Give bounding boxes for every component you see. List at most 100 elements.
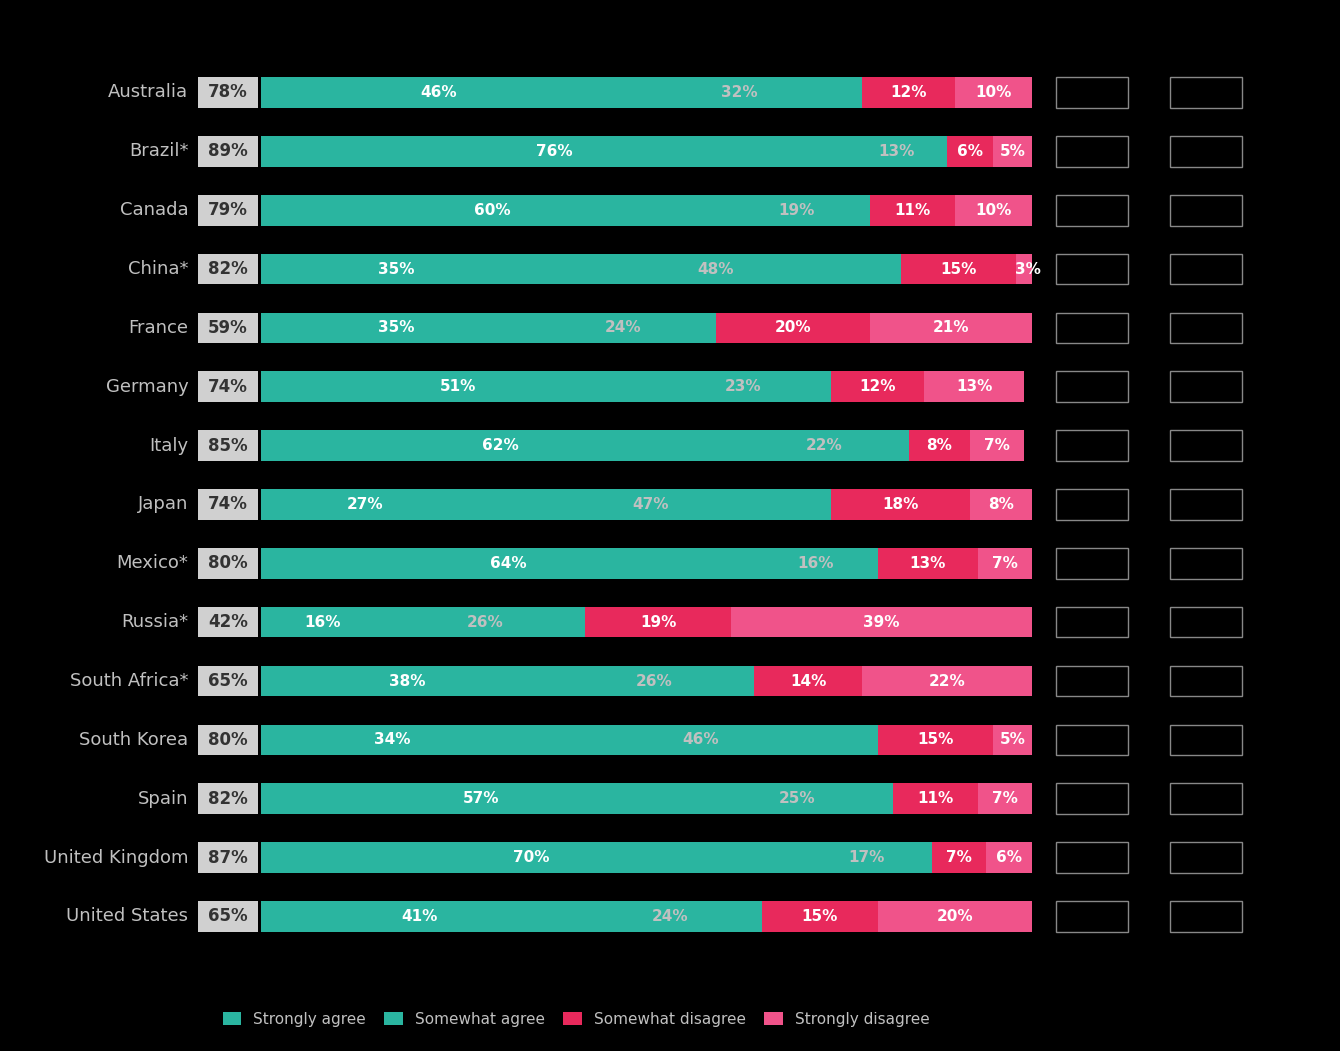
FancyBboxPatch shape <box>198 606 259 638</box>
Text: 13%: 13% <box>955 379 992 394</box>
Text: 12%: 12% <box>890 85 927 100</box>
Text: 42%: 42% <box>208 613 248 632</box>
Bar <box>993 724 1032 756</box>
FancyBboxPatch shape <box>198 842 259 873</box>
Text: 11%: 11% <box>894 203 930 218</box>
Text: 79%: 79% <box>208 201 248 220</box>
Bar <box>261 136 847 167</box>
Text: Japan: Japan <box>138 495 189 514</box>
Bar <box>555 665 754 697</box>
Bar <box>261 606 385 638</box>
Text: 41%: 41% <box>401 909 437 924</box>
Bar <box>754 548 878 579</box>
FancyBboxPatch shape <box>198 665 259 697</box>
Bar <box>261 430 740 461</box>
Text: 65%: 65% <box>208 907 248 926</box>
Text: 65%: 65% <box>208 672 248 691</box>
Bar <box>900 253 1017 285</box>
Text: 74%: 74% <box>208 377 248 396</box>
Text: United Kingdom: United Kingdom <box>44 848 189 867</box>
Text: 74%: 74% <box>208 495 248 514</box>
Bar <box>469 489 831 520</box>
FancyBboxPatch shape <box>198 783 259 815</box>
Bar <box>870 194 955 226</box>
Bar <box>947 136 993 167</box>
Bar <box>531 253 900 285</box>
Text: 11%: 11% <box>918 791 954 806</box>
Bar <box>261 371 654 403</box>
Text: 35%: 35% <box>378 321 414 335</box>
FancyBboxPatch shape <box>198 548 259 579</box>
Text: 22%: 22% <box>929 674 965 688</box>
Text: 14%: 14% <box>791 674 827 688</box>
Bar <box>801 842 931 873</box>
Bar <box>978 548 1032 579</box>
Bar <box>578 901 762 932</box>
Text: 3%: 3% <box>1014 262 1041 276</box>
Bar <box>724 194 870 226</box>
Bar <box>616 77 863 108</box>
Bar <box>863 77 954 108</box>
Text: 64%: 64% <box>489 556 527 571</box>
Text: 21%: 21% <box>933 321 969 335</box>
Bar <box>1017 253 1040 285</box>
Bar <box>716 312 870 344</box>
Text: France: France <box>129 318 189 337</box>
Text: 80%: 80% <box>208 554 248 573</box>
Bar <box>878 901 1032 932</box>
Bar <box>261 783 701 815</box>
Text: 19%: 19% <box>641 615 677 630</box>
Bar <box>954 194 1032 226</box>
Bar <box>261 901 578 932</box>
Bar <box>970 430 1024 461</box>
Text: 47%: 47% <box>632 497 669 512</box>
Text: 7%: 7% <box>992 791 1018 806</box>
Bar <box>762 901 878 932</box>
Text: 7%: 7% <box>992 556 1018 571</box>
Bar <box>261 194 724 226</box>
Bar <box>701 783 892 815</box>
Bar <box>870 312 1032 344</box>
Text: 16%: 16% <box>304 615 342 630</box>
Text: 82%: 82% <box>208 260 248 279</box>
FancyBboxPatch shape <box>198 430 259 461</box>
Bar <box>863 665 1032 697</box>
Bar <box>586 606 732 638</box>
Bar <box>531 312 716 344</box>
Bar <box>523 724 878 756</box>
Text: 80%: 80% <box>208 730 248 749</box>
Text: 6%: 6% <box>957 144 984 159</box>
Bar <box>831 489 970 520</box>
Text: 78%: 78% <box>208 83 248 102</box>
Text: 8%: 8% <box>926 438 953 453</box>
Bar <box>831 371 925 403</box>
Text: 34%: 34% <box>374 733 410 747</box>
Text: 16%: 16% <box>797 556 835 571</box>
Text: 85%: 85% <box>208 436 248 455</box>
Bar <box>740 430 909 461</box>
Bar <box>261 842 801 873</box>
Text: 13%: 13% <box>879 144 915 159</box>
Text: South Korea: South Korea <box>79 730 189 749</box>
Text: 70%: 70% <box>513 850 549 865</box>
Bar <box>978 783 1032 815</box>
Text: South Africa*: South Africa* <box>70 672 189 691</box>
Bar <box>970 489 1032 520</box>
Text: Brazil*: Brazil* <box>129 142 189 161</box>
Text: 5%: 5% <box>1000 144 1025 159</box>
Text: 15%: 15% <box>801 909 838 924</box>
Text: Spain: Spain <box>138 789 189 808</box>
Text: 82%: 82% <box>208 789 248 808</box>
Bar <box>261 489 469 520</box>
Bar <box>894 783 978 815</box>
FancyBboxPatch shape <box>198 253 259 285</box>
Bar <box>925 371 1024 403</box>
Text: 24%: 24% <box>606 321 642 335</box>
FancyBboxPatch shape <box>198 136 259 167</box>
Text: 15%: 15% <box>941 262 977 276</box>
Bar <box>261 665 555 697</box>
Text: Italy: Italy <box>149 436 189 455</box>
FancyBboxPatch shape <box>198 371 259 403</box>
Text: 18%: 18% <box>883 497 919 512</box>
Bar <box>261 724 523 756</box>
